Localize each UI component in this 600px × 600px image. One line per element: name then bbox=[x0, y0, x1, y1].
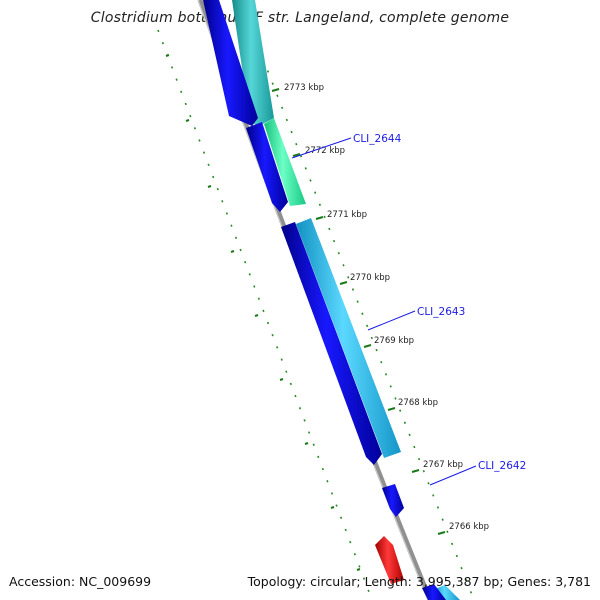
gene-forward-3 bbox=[281, 222, 382, 465]
leader-CLI_2642 bbox=[429, 465, 477, 486]
map-title: Clostridium botulinum F str. Langeland, … bbox=[90, 10, 510, 26]
gene-label-CLI_2644[interactable]: CLI_2644 bbox=[353, 133, 402, 145]
outer-dotted-ring bbox=[243, 9, 475, 600]
tick-label-2771: 2771 kbp bbox=[327, 210, 367, 220]
tick-label-2772: 2772 kbp bbox=[305, 146, 345, 156]
gene-forward-2 bbox=[246, 122, 288, 212]
accession-label: Accession: NC_009699 bbox=[9, 574, 152, 589]
tick-label-2767: 2767 kbp bbox=[423, 460, 463, 470]
gene-label-CLI_2642[interactable]: CLI_2642 bbox=[478, 460, 526, 472]
tick-label-2773: 2773 kbp bbox=[284, 83, 324, 93]
gene-label-CLI_2643[interactable]: CLI_2643 bbox=[417, 306, 465, 318]
leader-CLI_2644 bbox=[291, 137, 352, 159]
topology-summary: Topology: circular; Length: 3,995,387 bp… bbox=[247, 574, 591, 589]
gene-rna bbox=[375, 536, 404, 584]
gene-CLI_2642 bbox=[382, 484, 404, 517]
gene-teal-top bbox=[232, 0, 274, 126]
tick-label-2766: 2766 kbp bbox=[449, 522, 489, 532]
kbp-ticks bbox=[271, 88, 446, 535]
gene-forward-top bbox=[203, 0, 258, 126]
gene-forward-bottom bbox=[422, 584, 446, 600]
inner-dotted-ring bbox=[157, 29, 373, 600]
leader-CLI_2643 bbox=[367, 310, 416, 331]
gene-CLI_2643 bbox=[296, 218, 401, 458]
tick-label-2769: 2769 kbp bbox=[374, 336, 414, 346]
tick-label-2768: 2768 kbp bbox=[398, 398, 438, 408]
tick-label-2770: 2770 kbp bbox=[350, 273, 390, 283]
gene-CLI_2644 bbox=[264, 118, 306, 206]
inner-ring-ticks bbox=[165, 54, 361, 571]
